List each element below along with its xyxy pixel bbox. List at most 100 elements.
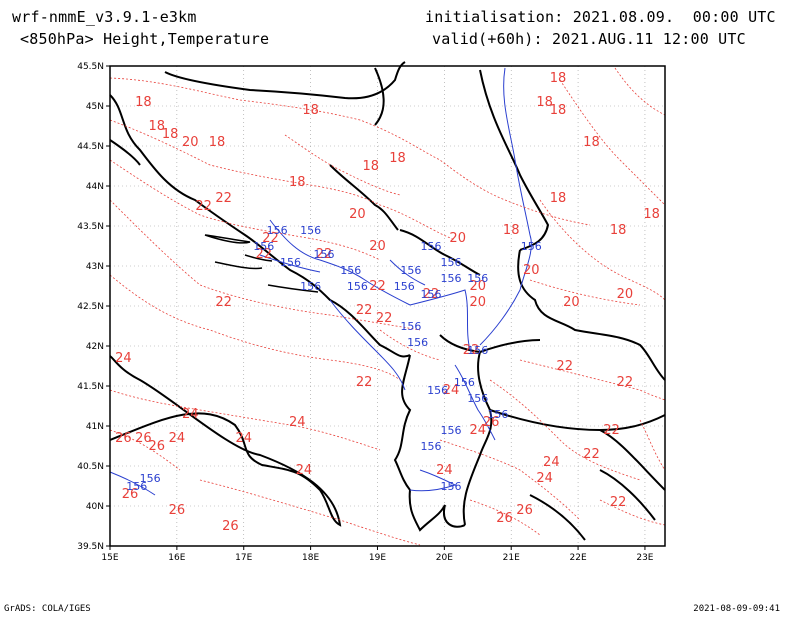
- temperature-label: 26: [483, 415, 500, 430]
- height-label: 156: [280, 256, 301, 269]
- height-label: 156: [467, 272, 488, 285]
- height-label: 156: [313, 248, 334, 261]
- temperature-label: 22: [583, 447, 600, 462]
- temperature-label: 18: [550, 103, 567, 118]
- height-label: 156: [253, 240, 274, 253]
- height-label: 156: [467, 344, 488, 357]
- temperature-label: 24: [296, 463, 313, 478]
- temperature-label: 20: [182, 135, 199, 150]
- height-label: 156: [400, 264, 421, 277]
- temperature-label: 18: [550, 191, 567, 206]
- lon-tick-label: 20E: [436, 553, 453, 563]
- temperature-label: 18: [389, 151, 406, 166]
- temperature-label: 18: [583, 135, 600, 150]
- temperature-label: 18: [149, 119, 166, 134]
- temperature-label: 18: [302, 103, 319, 118]
- temperature-label: 18: [289, 175, 306, 190]
- temperature-label: 24: [469, 423, 486, 438]
- temperature-label: 18: [536, 95, 553, 110]
- temperature-label: 22: [316, 247, 333, 262]
- temperature-label: 22: [256, 247, 273, 262]
- lat-tick-label: 41.5N: [77, 382, 104, 392]
- lat-tick-label: 40.5N: [77, 462, 104, 472]
- longitude-axis: 15E 16E 17E 18E 19E 20E 21E 22E 23E: [101, 546, 654, 563]
- height-label: 156: [420, 440, 441, 453]
- temperature-label: 18: [363, 159, 380, 174]
- height-label: 156: [400, 320, 421, 333]
- temperature-label: 18: [209, 135, 226, 150]
- height-label: 156: [347, 280, 368, 293]
- temperature-label: 22: [356, 375, 373, 390]
- temperature-label: 24: [169, 431, 186, 446]
- temperature-label: 22: [195, 199, 212, 214]
- lat-tick-label: 45.5N: [77, 62, 104, 72]
- temperature-label: 22: [423, 287, 440, 302]
- lat-tick-label: 41N: [86, 422, 104, 432]
- height-label: 156: [427, 384, 448, 397]
- temperature-label: 24: [536, 471, 553, 486]
- init-time: initialisation: 2021.08.09. 00:00 UTC: [425, 8, 776, 26]
- temperature-label: 22: [376, 311, 393, 326]
- temperature-label: 18: [503, 223, 520, 238]
- height-label: 156: [441, 480, 462, 493]
- temperature-label: 26: [496, 511, 513, 526]
- temperature-label: 26: [169, 503, 186, 518]
- temperature-label: 24: [115, 351, 132, 366]
- temperature-label: 24: [543, 455, 560, 470]
- temperature-label: 26: [135, 431, 152, 446]
- temperature-label: 20: [469, 279, 486, 294]
- height-label: 156: [441, 272, 462, 285]
- temperature-label: 26: [122, 487, 139, 502]
- height-label: 156: [394, 280, 415, 293]
- temperature-label: 18: [162, 127, 179, 142]
- lat-tick-label: 42N: [86, 342, 104, 352]
- footer-timestamp: 2021-08-09-09:41: [693, 604, 780, 614]
- temperature-label: 20: [469, 295, 486, 310]
- height-label: 156: [441, 424, 462, 437]
- footer-credit: GrADS: COLA/IGES: [4, 604, 91, 614]
- temperature-label: 26: [222, 519, 239, 534]
- temperature-label: 18: [135, 95, 152, 110]
- coastlines-borders: [109, 61, 666, 541]
- model-title: wrf-nmmE_v3.9.1-e3km: [12, 8, 197, 26]
- lon-tick-label: 16E: [168, 553, 185, 563]
- temperature-label: 26: [149, 439, 166, 454]
- temperature-label: 22: [262, 231, 279, 246]
- temperature-label: 24: [182, 407, 199, 422]
- lon-tick-label: 22E: [570, 553, 587, 563]
- lat-lon-grid: [109, 65, 665, 547]
- height-label: 156: [140, 472, 161, 485]
- lat-tick-label: 42.5N: [77, 302, 104, 312]
- temperature-label: 18: [643, 207, 660, 222]
- lat-tick-label: 40N: [86, 502, 104, 512]
- temperature-label: 22: [610, 495, 627, 510]
- temperature-label: 20: [349, 207, 366, 222]
- temperature-label: 24: [235, 431, 252, 446]
- temperature-label: 22: [603, 423, 620, 438]
- height-label: 156: [300, 224, 321, 237]
- height-label: 156: [521, 240, 542, 253]
- height-label: 156: [267, 224, 288, 237]
- temperature-label: 24: [443, 383, 460, 398]
- temperature-labels: 1818181818181818181818181818181820202020…: [115, 71, 660, 534]
- temperature-label: 18: [550, 71, 567, 86]
- temperature-label: 18: [610, 223, 627, 238]
- height-label: 156: [420, 240, 441, 253]
- lat-tick-label: 43.5N: [77, 222, 104, 232]
- lon-tick-label: 17E: [235, 553, 252, 563]
- temperature-label: 26: [115, 431, 132, 446]
- height-label: 156: [420, 288, 441, 301]
- height-label: 156: [340, 264, 361, 277]
- temperature-label: 22: [556, 359, 573, 374]
- temperature-label: 26: [516, 503, 533, 518]
- temperature-label: 20: [449, 231, 466, 246]
- temperature-label: 22: [356, 303, 373, 318]
- height-label: 156: [454, 376, 475, 389]
- valid-time: valid(+60h): 2021.AUG.11 12:00 UTC: [432, 30, 746, 48]
- temperature-label: 22: [215, 295, 232, 310]
- height-label: 156: [300, 280, 321, 293]
- lat-tick-label: 45N: [86, 102, 104, 112]
- height-label: 156: [467, 392, 488, 405]
- temperature-label: 24: [436, 463, 453, 478]
- lon-tick-label: 21E: [503, 553, 520, 563]
